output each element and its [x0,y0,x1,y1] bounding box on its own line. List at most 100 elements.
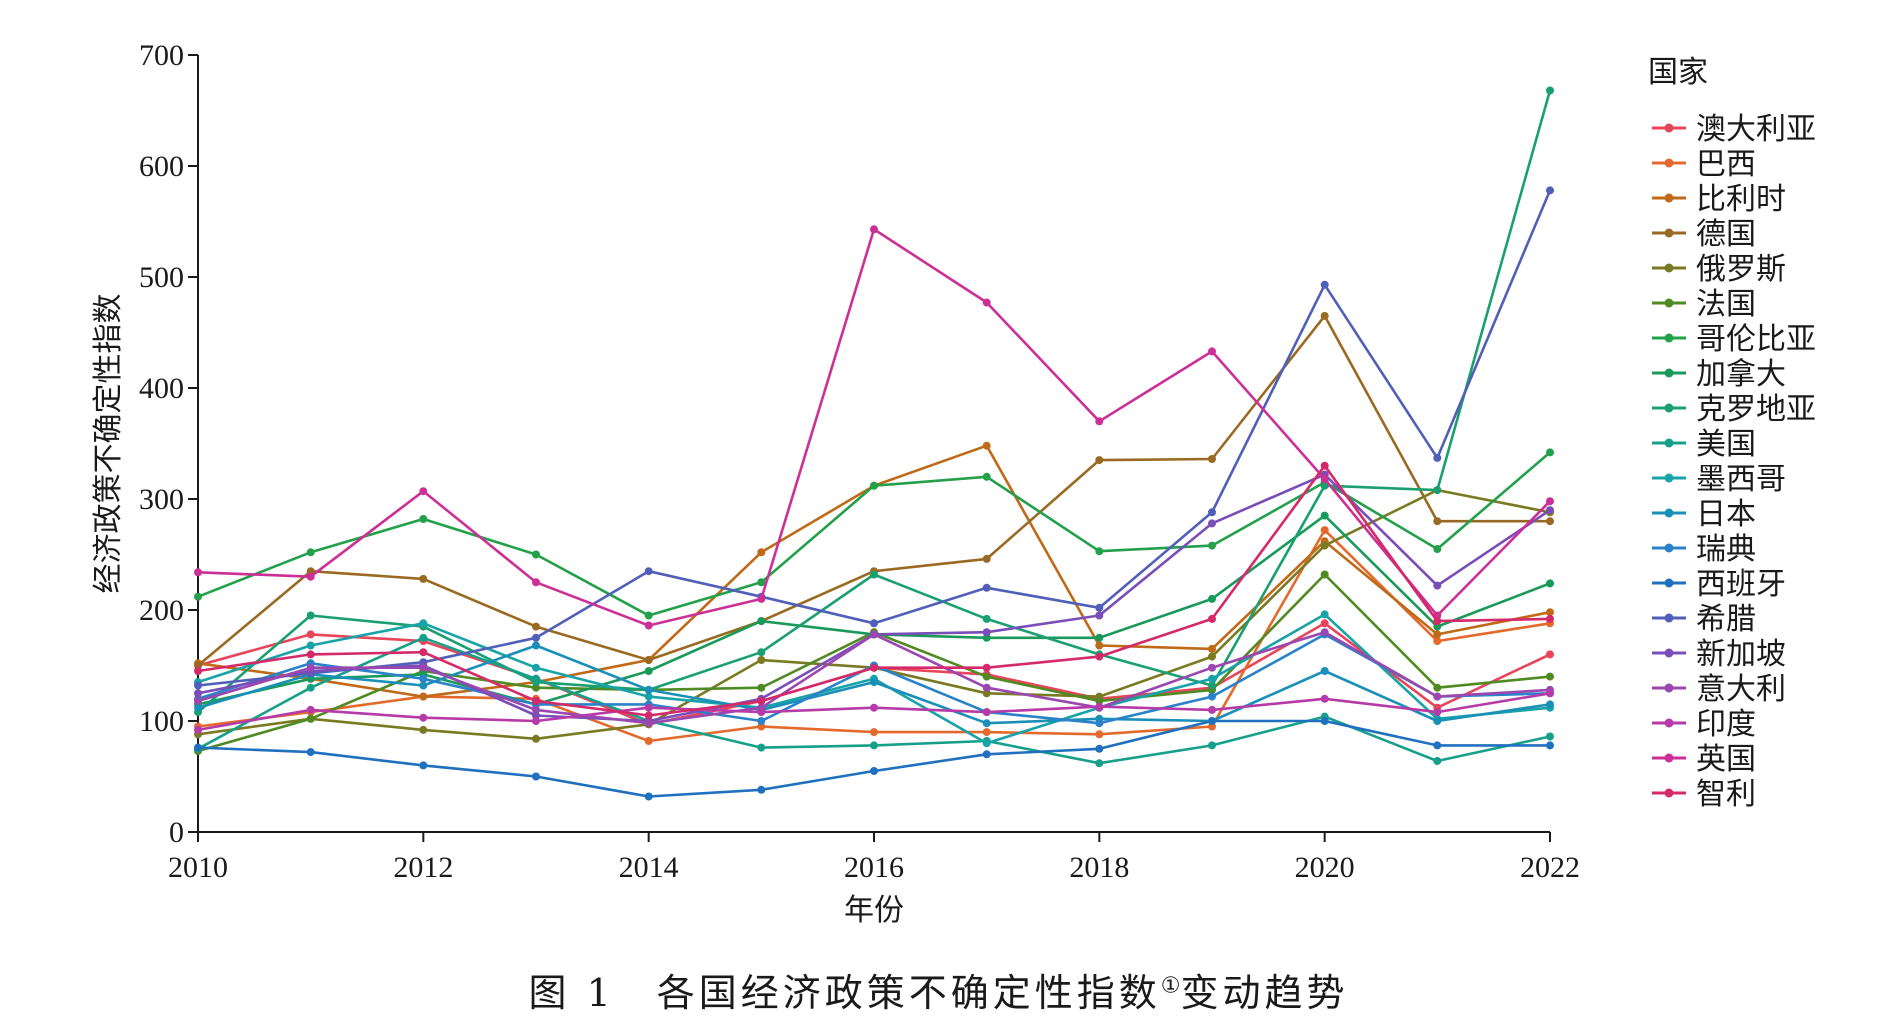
data-point [306,705,315,714]
legend-marker [1664,578,1674,588]
data-point [982,554,991,563]
legend-item: 法国 [1652,287,1756,322]
data-point [870,225,878,234]
legend-item: 印度 [1652,707,1756,742]
data-point [644,692,653,701]
data-point [1320,511,1329,520]
data-point [194,703,202,712]
data-point [1208,674,1216,683]
data-point [1095,611,1104,620]
data-point [1433,717,1442,725]
data-point [194,681,202,690]
data-point [194,743,202,752]
data-point [1546,517,1554,526]
legend-marker [1664,753,1674,763]
legend-label: 新加坡 [1696,637,1786,672]
legend-label: 日本 [1696,497,1756,532]
data-point [1208,722,1216,731]
legend-item: 希腊 [1652,602,1756,637]
data-point [1320,475,1329,483]
series-19 [194,225,1554,630]
data-point [306,683,315,692]
data-point [870,728,878,737]
data-point [532,683,540,692]
data-point [644,703,653,712]
y-tick-label: 300 [139,483,184,516]
data-point [1320,541,1329,550]
legend-item: 瑞典 [1652,532,1756,567]
data-point [1095,702,1104,711]
legend-item: 智利 [1652,777,1756,812]
caption-text: 图 1 各国经济政策不确定性指数 [528,971,1161,1015]
legend-item: 哥伦比亚 [1652,322,1816,357]
series-line [197,90,1552,714]
data-point [870,570,878,579]
data-point [306,748,315,757]
data-point [1320,694,1329,703]
legend-label: 印度 [1696,707,1756,742]
data-point [982,441,991,450]
data-point [532,705,540,714]
legend-label: 德国 [1696,217,1756,252]
data-point [982,298,991,307]
legend-marker [1664,543,1674,553]
data-point [1095,719,1104,728]
data-point [644,792,653,801]
data-point [1546,448,1554,457]
data-point [1433,622,1442,631]
data-point [532,772,540,781]
data-point [306,714,315,723]
data-point [419,663,428,672]
legend-marker [1664,123,1674,133]
legend-label: 智利 [1696,777,1756,812]
data-point [194,568,202,577]
legend-item: 墨西哥 [1652,462,1786,497]
data-point [1208,692,1216,701]
data-point [644,656,653,664]
data-point [1095,633,1104,642]
data-point [1095,759,1104,768]
data-point [1433,517,1442,526]
data-point [1320,570,1329,579]
x-axis-title: 年份 [844,893,904,928]
data-point [1320,610,1329,619]
data-point [419,633,428,642]
data-point [306,663,315,672]
data-point [532,578,540,587]
data-point [1095,547,1104,556]
legend-item: 日本 [1652,497,1756,532]
data-point [306,630,315,639]
data-point [870,767,878,775]
data-point [1095,456,1104,465]
legend: 国家 澳大利亚巴西比利时德国俄罗斯法国哥伦比亚加拿大克罗地亚美国墨西哥日本瑞典西… [1648,55,1816,812]
data-point [1546,741,1554,750]
series-4 [194,311,1554,670]
legend-item: 西班牙 [1652,567,1786,602]
legend-marker [1664,718,1674,728]
legend-item: 克罗地亚 [1652,392,1816,427]
axes: 0 100 200 300 400 500 600 700 2010 2012 2014 2016 20… [139,39,1580,884]
data-point [1320,311,1329,320]
data-point [1320,481,1329,490]
data-point [1320,667,1329,675]
data-point [1095,417,1104,426]
legend-marker [1664,193,1674,203]
data-point [1095,603,1104,612]
data-point [1320,628,1329,637]
legend-item: 意大利 [1652,672,1786,707]
data-point [419,713,428,722]
data-point [644,567,653,576]
data-point [982,633,991,642]
data-point [982,628,991,637]
data-point [532,711,540,720]
data-point [1095,697,1104,705]
legend-marker [1664,438,1674,448]
data-point [982,689,991,698]
data-point [757,656,766,664]
data-point [982,672,991,681]
data-point [419,648,428,657]
data-point [306,641,315,650]
data-point [306,572,315,581]
data-point [1320,526,1329,535]
legend-marker [1664,403,1674,413]
